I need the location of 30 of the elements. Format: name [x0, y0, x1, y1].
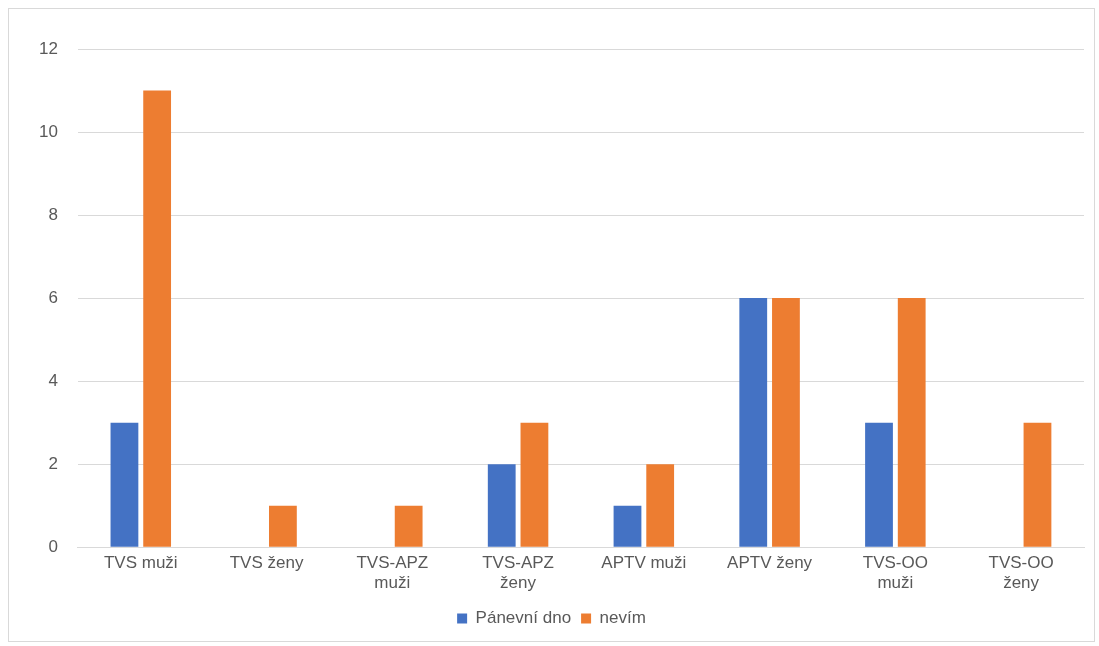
y-tick-label: 2 — [48, 453, 58, 473]
bar — [897, 298, 926, 547]
bar — [865, 422, 893, 547]
x-tick-label: TVS muži — [103, 553, 178, 573]
bar — [143, 90, 172, 547]
bar — [394, 505, 423, 547]
x-tick-label: APTV ženy — [727, 553, 813, 573]
legend-label: nevím — [599, 608, 646, 628]
y-tick-label: 12 — [38, 38, 58, 58]
x-tick-label: TVS ženy — [229, 553, 304, 573]
bar — [520, 422, 549, 547]
x-tick-label: TVS-APZ ženy — [482, 553, 554, 593]
y-tick-label: 0 — [48, 536, 58, 556]
x-tick-label: TVS-APZ muži — [356, 553, 429, 593]
x-tick-label: TVS-OO muži — [862, 553, 928, 593]
legend-label: Pánevní dno — [475, 608, 572, 628]
bar — [646, 464, 675, 547]
bar — [613, 505, 642, 547]
x-tick-label: TVS-OO ženy — [988, 553, 1054, 593]
bar — [110, 422, 139, 547]
bar — [1023, 422, 1052, 547]
x-tick-label: APTV muži — [601, 553, 687, 573]
bar — [487, 464, 516, 547]
y-tick-label: 6 — [48, 287, 58, 307]
bar — [739, 298, 768, 547]
y-tick-label: 8 — [48, 204, 58, 224]
y-tick-label: 4 — [48, 370, 58, 390]
bar — [269, 505, 297, 547]
bar — [772, 298, 800, 547]
y-tick-label: 10 — [38, 121, 58, 141]
